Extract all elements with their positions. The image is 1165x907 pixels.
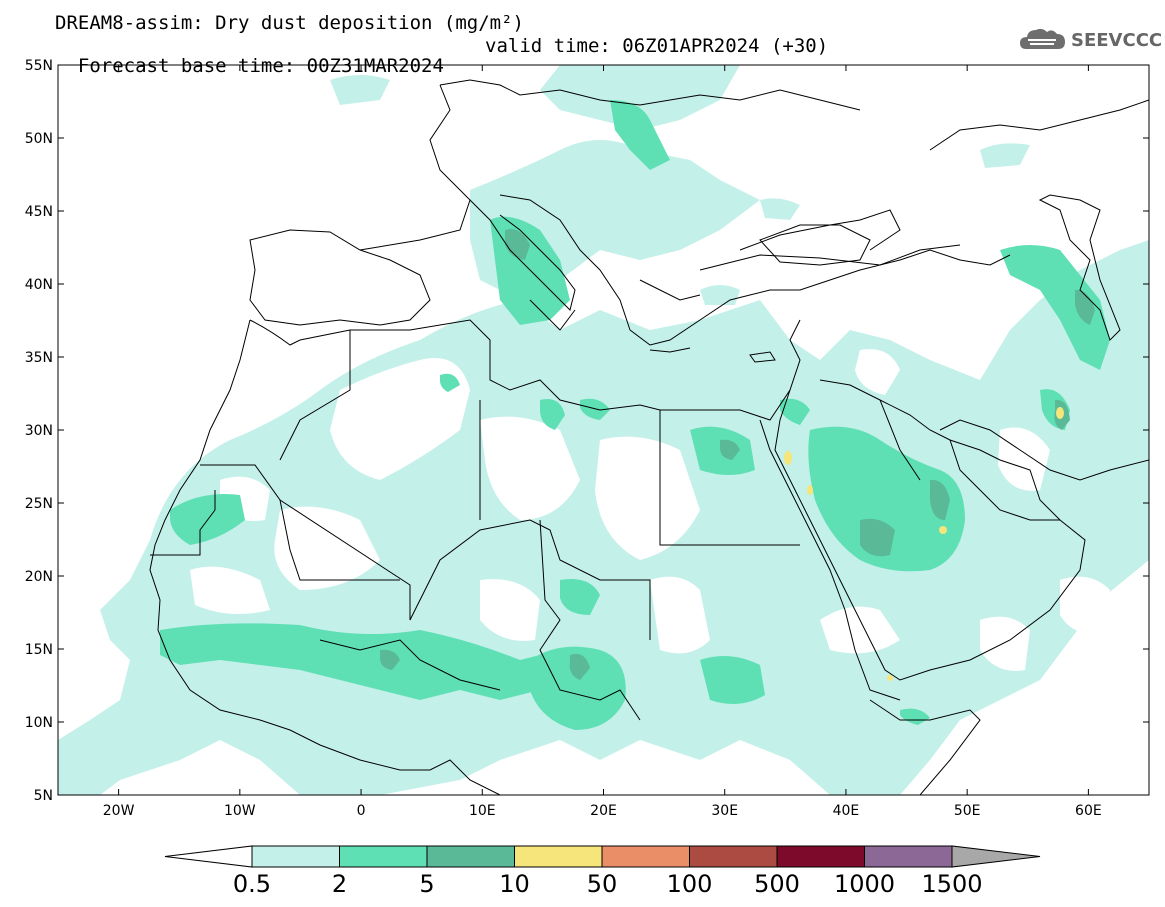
lat-tick-label: 10N bbox=[25, 715, 53, 731]
dust-level-5 bbox=[380, 229, 1095, 680]
lat-tick-label: 35N bbox=[25, 350, 53, 366]
colorbar-segment bbox=[426, 845, 515, 868]
lat-tick-label: 5N bbox=[34, 788, 53, 804]
lon-tick-label: 10W bbox=[224, 803, 256, 819]
lon-tick-label: 20E bbox=[590, 803, 617, 819]
colorbar-label: 5 bbox=[419, 870, 434, 898]
latitude-axis: 55N 50N 45N 40N 35N 30N 25N 20N 15N 10N 5N bbox=[25, 58, 1149, 804]
colorbar-segment bbox=[689, 845, 778, 868]
cloud-icon bbox=[1020, 28, 1065, 49]
coastlines-borders bbox=[149, 79, 1149, 795]
lon-tick-label: 50E bbox=[954, 803, 981, 819]
lat-tick-label: 55N bbox=[25, 58, 53, 74]
colorbar-label: 1000 bbox=[834, 870, 895, 898]
seevccc-logo: SEEVCCC bbox=[1018, 24, 1162, 56]
colorbar-segment bbox=[864, 845, 953, 868]
lat-tick-label: 15N bbox=[25, 642, 53, 658]
colorbar: 0.5 2 5 10 50 100 500 1000 1500 bbox=[164, 845, 1041, 898]
base-time-label: Forecast base time: 00Z31MAR2024 bbox=[77, 55, 444, 77]
longitude-axis: 20W 10W 0 10E 20E 30E 40E 50E 60E bbox=[103, 65, 1102, 819]
lon-tick-label: 0 bbox=[357, 803, 366, 819]
dust-free-areas bbox=[190, 349, 1110, 671]
logo-text: SEEVCCC bbox=[1071, 29, 1163, 51]
lon-tick-label: 10E bbox=[469, 803, 496, 819]
colorbar-segment bbox=[776, 845, 865, 868]
colorbar-segment bbox=[601, 845, 690, 868]
lat-tick-label: 25N bbox=[25, 496, 53, 512]
lon-tick-label: 60E bbox=[1075, 803, 1102, 819]
lon-tick-label: 20W bbox=[103, 803, 135, 819]
colorbar-label: 2 bbox=[332, 870, 347, 898]
colorbar-segment bbox=[339, 845, 428, 868]
colorbar-label: 500 bbox=[754, 870, 800, 898]
colorbar-label: 10 bbox=[499, 870, 530, 898]
colorbar-over-arrow bbox=[951, 845, 1041, 868]
colorbar-segment bbox=[514, 845, 603, 868]
dust-level-10 bbox=[784, 407, 1064, 681]
valid-time-label: valid time: 06Z01APR2024 (+30) bbox=[485, 35, 829, 57]
lat-tick-label: 50N bbox=[25, 131, 53, 147]
lat-tick-label: 45N bbox=[25, 204, 53, 220]
lon-tick-label: 30E bbox=[711, 803, 738, 819]
colorbar-segment bbox=[251, 845, 340, 868]
lat-tick-label: 40N bbox=[25, 277, 53, 293]
lat-tick-label: 20N bbox=[25, 569, 53, 585]
dust-field bbox=[58, 65, 1149, 795]
map-title: DREAM8-assim: Dry dust deposition (mg/m²… bbox=[55, 12, 524, 34]
colorbar-under-arrow bbox=[164, 845, 253, 868]
colorbar-label: 1500 bbox=[921, 870, 982, 898]
lat-tick-label: 30N bbox=[25, 423, 53, 439]
colorbar-label: 50 bbox=[587, 870, 618, 898]
colorbar-label: 0.5 bbox=[233, 870, 271, 898]
lon-tick-label: 40E bbox=[833, 803, 860, 819]
colorbar-label: 100 bbox=[667, 870, 713, 898]
forecast-time-line: Forecast base time: 00Z31MAR2024 valid t… bbox=[55, 36, 828, 96]
